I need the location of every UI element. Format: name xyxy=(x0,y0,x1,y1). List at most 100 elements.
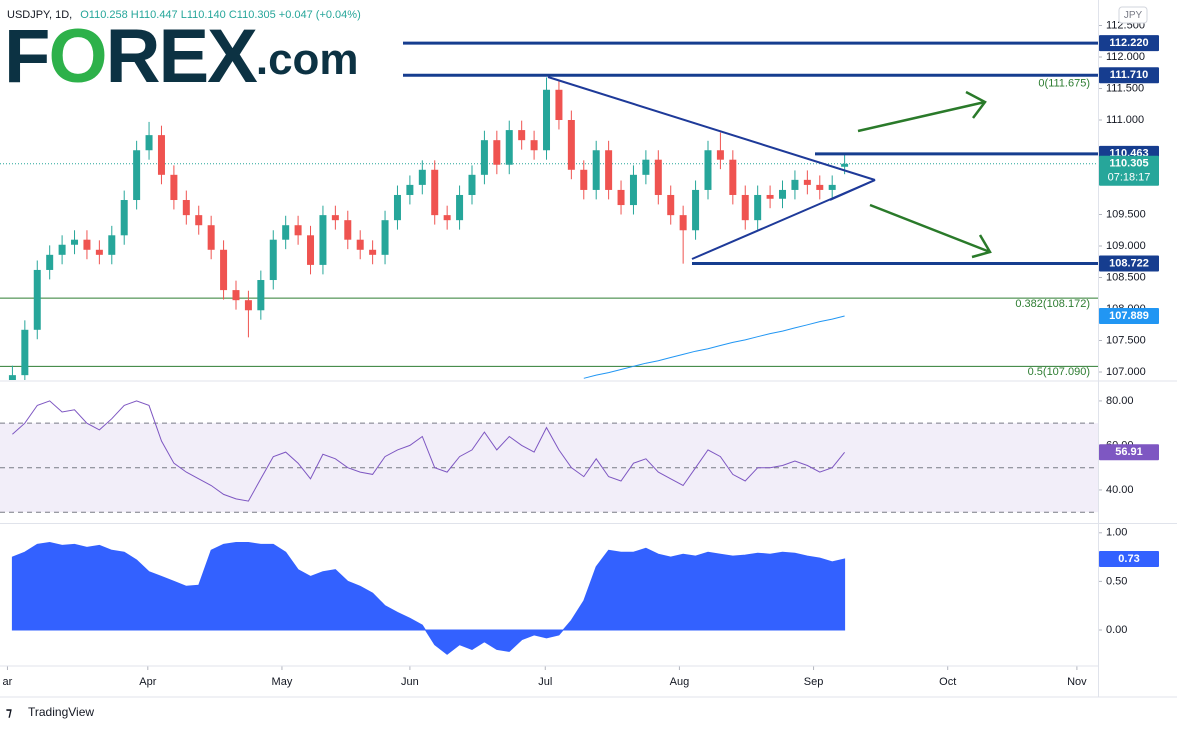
candle-body xyxy=(803,179,811,185)
candle-body xyxy=(406,184,414,195)
candle-body xyxy=(729,159,737,195)
logo-part: .com xyxy=(256,35,359,84)
candle-body xyxy=(108,235,116,255)
candle-body xyxy=(791,179,799,190)
candle-body xyxy=(369,249,377,255)
price-pane xyxy=(0,77,1098,380)
candle-body xyxy=(33,269,41,330)
y-tick-label: 109.000 xyxy=(1106,240,1146,252)
logo-part: REX xyxy=(106,14,259,99)
rsi-label-bg xyxy=(1099,444,1159,461)
y-tick-label: 0.50 xyxy=(1106,575,1127,587)
candle-body xyxy=(58,244,66,255)
candle-body xyxy=(841,163,849,167)
correlation-area xyxy=(11,541,846,655)
candle-body xyxy=(393,194,401,221)
candle-body xyxy=(567,120,575,170)
level-label-bg xyxy=(1099,67,1159,84)
candle-body xyxy=(319,215,327,265)
correlation-label: 0.73 xyxy=(1118,553,1139,565)
logo-part: F xyxy=(4,14,48,99)
candle-body xyxy=(269,239,277,281)
level-label: 112.220 xyxy=(1109,37,1148,49)
candle-body xyxy=(232,290,240,301)
x-tick-label: Sep xyxy=(804,676,824,688)
candle-body xyxy=(244,300,252,311)
level-label: 108.722 xyxy=(1109,257,1149,269)
x-tick-label: Apr xyxy=(139,676,156,688)
candle-body xyxy=(480,140,488,175)
candle-body xyxy=(83,239,91,250)
candle-body xyxy=(220,249,228,291)
ma-label-bg xyxy=(1099,307,1159,324)
candle-body xyxy=(754,194,762,221)
candle-body xyxy=(779,189,787,199)
candle-body xyxy=(617,189,625,206)
candle-body xyxy=(331,215,339,221)
logo: FOREX.com xyxy=(4,14,359,99)
candle-body xyxy=(456,194,464,221)
candle-body xyxy=(8,375,16,380)
currency: JPY xyxy=(1124,10,1143,21)
logo-part: O xyxy=(48,14,105,99)
y-tick-label: 107.500 xyxy=(1106,334,1146,346)
candle-body xyxy=(555,89,563,121)
candle-body xyxy=(95,249,103,255)
y-tick-label: 112.000 xyxy=(1106,51,1145,63)
x-tick-label: Jun xyxy=(401,676,419,688)
y-tick-label: 80.00 xyxy=(1106,395,1134,407)
candle-body xyxy=(592,150,600,190)
candle-body xyxy=(468,174,476,195)
candle-body xyxy=(543,89,551,151)
candle-body xyxy=(381,220,389,255)
fib-label: 0(111.675) xyxy=(1038,77,1090,89)
last-price-label: 110.305 xyxy=(1109,158,1148,170)
candle-body xyxy=(182,200,190,216)
rsi-label: 56.91 xyxy=(1115,446,1143,458)
candle-body xyxy=(21,329,29,376)
rsi-line xyxy=(12,400,845,502)
y-tick-label: 0.00 xyxy=(1106,624,1127,636)
candle-body xyxy=(431,169,439,216)
candle-body xyxy=(667,194,675,216)
candle-body xyxy=(294,225,302,236)
level-label: 111.710 xyxy=(1110,69,1149,81)
y-tick-label: 107.000 xyxy=(1106,366,1146,378)
candle-body xyxy=(530,140,538,151)
x-tick-label: May xyxy=(272,676,293,688)
candle-body xyxy=(642,159,650,175)
candle-body xyxy=(692,189,700,231)
symbol: USDJPY, 1D, xyxy=(7,9,72,21)
candle-body xyxy=(704,150,712,190)
candle-body xyxy=(46,254,54,270)
candle-body xyxy=(766,194,774,199)
candle-body xyxy=(828,184,836,190)
candle-body xyxy=(418,169,426,185)
candle-body xyxy=(816,184,824,190)
y-tick-label: 1.00 xyxy=(1106,527,1127,539)
candle-body xyxy=(257,280,265,311)
candle-body xyxy=(157,135,165,175)
ma-label: 107.889 xyxy=(1109,310,1149,322)
y-tick-label: 40.00 xyxy=(1106,484,1134,496)
candle-body xyxy=(170,174,178,201)
candle-body xyxy=(605,150,613,190)
header: USDJPY, 1D, O110.258 H110.447 L110.140 C1… xyxy=(7,9,361,21)
x-tick-label: Aug xyxy=(670,676,690,688)
candle-body xyxy=(741,194,749,221)
x-tick-label: Oct xyxy=(939,676,956,688)
y-tick-label: 108.500 xyxy=(1106,271,1146,283)
candle-body xyxy=(505,130,513,165)
candle-body xyxy=(282,225,290,240)
candle-body xyxy=(307,235,315,265)
rsi-pane xyxy=(0,400,1098,513)
candle-body xyxy=(120,200,128,236)
countdown: 07:18:17 xyxy=(1108,172,1151,184)
candle-body xyxy=(133,150,141,201)
candle-body xyxy=(493,140,501,165)
moving-average xyxy=(583,315,845,379)
level-label-bg xyxy=(1099,255,1159,272)
candle-body xyxy=(71,239,79,245)
